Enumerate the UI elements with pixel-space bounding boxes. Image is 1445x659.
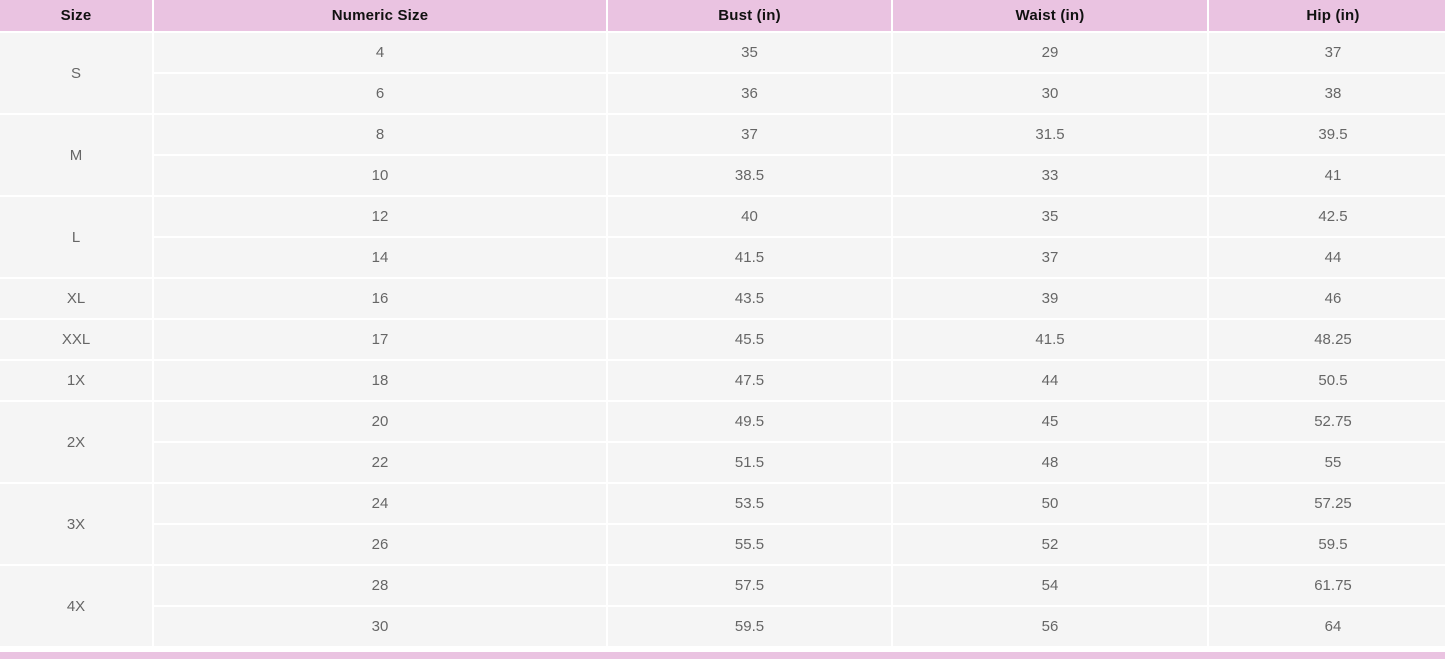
size-chart-row: 30 59.5 56 64	[0, 607, 1445, 646]
bust-cell: 36	[608, 74, 891, 113]
size-cell: 4X	[0, 566, 152, 646]
size-cell: 1X	[0, 361, 152, 400]
hip-cell: 44	[1209, 238, 1445, 277]
hip-cell: 61.75	[1209, 566, 1445, 605]
column-header-numeric-size: Numeric Size	[154, 0, 606, 31]
waist-cell: 33	[893, 156, 1207, 195]
hip-cell: 48.25	[1209, 320, 1445, 359]
hip-cell: 64	[1209, 607, 1445, 646]
hip-cell: 42.5	[1209, 197, 1445, 236]
numeric-size-cell: 4	[154, 33, 606, 72]
bust-cell: 49.5	[608, 402, 891, 441]
bust-cell: 55.5	[608, 525, 891, 564]
hip-cell: 59.5	[1209, 525, 1445, 564]
hip-cell: 57.25	[1209, 484, 1445, 523]
column-header-size: Size	[0, 0, 152, 31]
waist-cell: 29	[893, 33, 1207, 72]
waist-cell: 50	[893, 484, 1207, 523]
waist-cell: 31.5	[893, 115, 1207, 154]
bust-cell: 35	[608, 33, 891, 72]
numeric-size-cell: 10	[154, 156, 606, 195]
numeric-size-cell: 20	[154, 402, 606, 441]
size-chart-row: XXL 17 45.5 41.5 48.25	[0, 320, 1445, 359]
size-chart-row: XL 16 43.5 39 46	[0, 279, 1445, 318]
waist-cell: 48	[893, 443, 1207, 482]
waist-cell: 44	[893, 361, 1207, 400]
numeric-size-cell: 26	[154, 525, 606, 564]
numeric-size-cell: 18	[154, 361, 606, 400]
size-chart-row: 4X 28 57.5 54 61.75	[0, 566, 1445, 646]
numeric-size-cell: 16	[154, 279, 606, 318]
size-chart-row: 26 55.5 52 59.5	[0, 525, 1445, 564]
bust-cell: 41.5	[608, 238, 891, 277]
waist-cell: 35	[893, 197, 1207, 236]
hip-cell: 39.5	[1209, 115, 1445, 154]
size-cell: L	[0, 197, 152, 277]
bust-cell: 40	[608, 197, 891, 236]
next-table-header-partial	[0, 652, 1445, 659]
numeric-size-cell: 24	[154, 484, 606, 523]
waist-cell: 56	[893, 607, 1207, 646]
numeric-size-cell: 22	[154, 443, 606, 482]
waist-cell: 54	[893, 566, 1207, 605]
waist-cell: 45	[893, 402, 1207, 441]
size-chart-row: 22 51.5 48 55	[0, 443, 1445, 482]
bust-cell: 53.5	[608, 484, 891, 523]
numeric-size-cell: 17	[154, 320, 606, 359]
column-header-waist: Waist (in)	[893, 0, 1207, 31]
bust-cell: 51.5	[608, 443, 891, 482]
numeric-size-cell: 30	[154, 607, 606, 646]
size-cell: M	[0, 115, 152, 195]
waist-cell: 41.5	[893, 320, 1207, 359]
bust-cell: 47.5	[608, 361, 891, 400]
size-chart-row: M 8 37 31.5 39.5	[0, 115, 1445, 195]
size-chart-row: L 12 40 35 42.5	[0, 197, 1445, 277]
bust-cell: 38.5	[608, 156, 891, 195]
hip-cell: 46	[1209, 279, 1445, 318]
waist-cell: 37	[893, 238, 1207, 277]
numeric-size-cell: 12	[154, 197, 606, 236]
size-chart-row: S 4 35 29 37	[0, 33, 1445, 113]
waist-cell: 30	[893, 74, 1207, 113]
bust-cell: 43.5	[608, 279, 891, 318]
size-chart-row: 10 38.5 33 41	[0, 156, 1445, 195]
size-cell: 3X	[0, 484, 152, 564]
column-header-bust: Bust (in)	[608, 0, 891, 31]
bust-cell: 59.5	[608, 607, 891, 646]
size-chart-row: 1X 18 47.5 44 50.5	[0, 361, 1445, 400]
hip-cell: 52.75	[1209, 402, 1445, 441]
size-chart-row: 3X 24 53.5 50 57.25	[0, 484, 1445, 564]
hip-cell: 37	[1209, 33, 1445, 72]
size-chart-row: 6 36 30 38	[0, 74, 1445, 113]
waist-cell: 52	[893, 525, 1207, 564]
numeric-size-cell: 14	[154, 238, 606, 277]
size-cell: 2X	[0, 402, 152, 482]
numeric-size-cell: 6	[154, 74, 606, 113]
bust-cell: 45.5	[608, 320, 891, 359]
size-cell: XXL	[0, 320, 152, 359]
size-chart-row: 14 41.5 37 44	[0, 238, 1445, 277]
column-header-hip: Hip (in)	[1209, 0, 1445, 31]
size-chart-row: 2X 20 49.5 45 52.75	[0, 402, 1445, 482]
size-cell: S	[0, 33, 152, 113]
numeric-size-cell: 8	[154, 115, 606, 154]
header-row: Size Numeric Size Bust (in) Waist (in) H…	[0, 0, 1445, 31]
size-cell: XL	[0, 279, 152, 318]
hip-cell: 55	[1209, 443, 1445, 482]
hip-cell: 50.5	[1209, 361, 1445, 400]
hip-cell: 41	[1209, 156, 1445, 195]
bust-cell: 37	[608, 115, 891, 154]
hip-cell: 38	[1209, 74, 1445, 113]
waist-cell: 39	[893, 279, 1207, 318]
numeric-size-cell: 28	[154, 566, 606, 605]
bust-cell: 57.5	[608, 566, 891, 605]
